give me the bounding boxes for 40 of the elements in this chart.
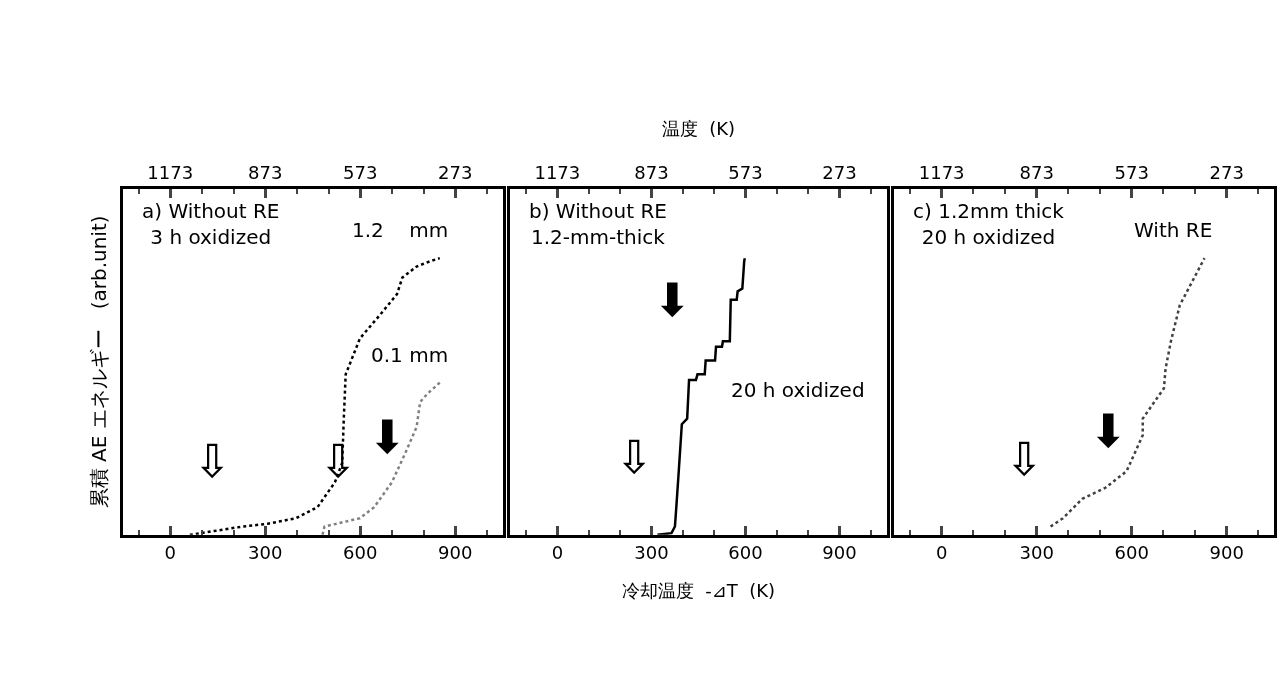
text: a) Without RE 3 h oxidized bbox=[142, 199, 280, 249]
x-tick-label: 300 bbox=[634, 542, 669, 564]
series-label: 0.1 mm bbox=[371, 343, 449, 367]
text: b) Without RE 1.2-mm-thick bbox=[529, 199, 667, 249]
y-axis-title: 累積 AE エネルギー (arb.unit) bbox=[87, 215, 112, 509]
annotation: ⇩ bbox=[615, 430, 654, 484]
annotation: ⬇ bbox=[653, 273, 692, 327]
text: c) 1.2mm thick 20 h oxidized bbox=[913, 199, 1065, 249]
annotation: 20 h oxidized bbox=[731, 378, 865, 402]
x2-axis-title: 温度 (K) bbox=[661, 118, 736, 140]
x-tick-label: 0 bbox=[164, 542, 176, 564]
series-label: 1.2 mm bbox=[352, 218, 449, 242]
x-tick-label: 900 bbox=[822, 542, 857, 564]
x2-tick-label: 573 bbox=[343, 161, 378, 183]
x2-tick-label: 873 bbox=[634, 161, 669, 183]
x2-tick-label: 273 bbox=[822, 161, 857, 183]
annotation: ⬇ bbox=[368, 410, 407, 464]
x-tick-label: 600 bbox=[343, 542, 378, 564]
x2-tick-label: 573 bbox=[1114, 161, 1149, 183]
x2-tick-label: 273 bbox=[438, 161, 473, 183]
x2-tick-label: 1173 bbox=[147, 161, 194, 183]
annotation: ⬇ bbox=[1089, 404, 1128, 458]
x2-tick-label: 1173 bbox=[918, 161, 965, 183]
x-tick-label: 0 bbox=[551, 542, 564, 564]
x2-tick-label: 1173 bbox=[534, 161, 581, 183]
x2-tick-label: 873 bbox=[248, 161, 283, 183]
x-tick-label: 600 bbox=[728, 542, 763, 564]
x-tick-label: 300 bbox=[1019, 542, 1054, 564]
x-tick-label: 900 bbox=[438, 542, 473, 564]
x2-tick-label: 273 bbox=[1209, 161, 1244, 183]
annotation: ⇩ bbox=[1005, 432, 1044, 486]
x2-tick-label: 873 bbox=[1019, 161, 1054, 183]
x-axis-title: 冷却温度 -⊿T (K) bbox=[621, 579, 776, 601]
x2-tick-label: 573 bbox=[728, 161, 763, 183]
annotation: ⇩ bbox=[193, 434, 232, 488]
x-tick-label: 300 bbox=[248, 542, 283, 564]
x-tick-label: 0 bbox=[935, 542, 948, 564]
x-tick-label: 900 bbox=[1209, 542, 1244, 564]
x-tick-label: 600 bbox=[1114, 542, 1149, 564]
series-label: With RE bbox=[1134, 218, 1213, 242]
